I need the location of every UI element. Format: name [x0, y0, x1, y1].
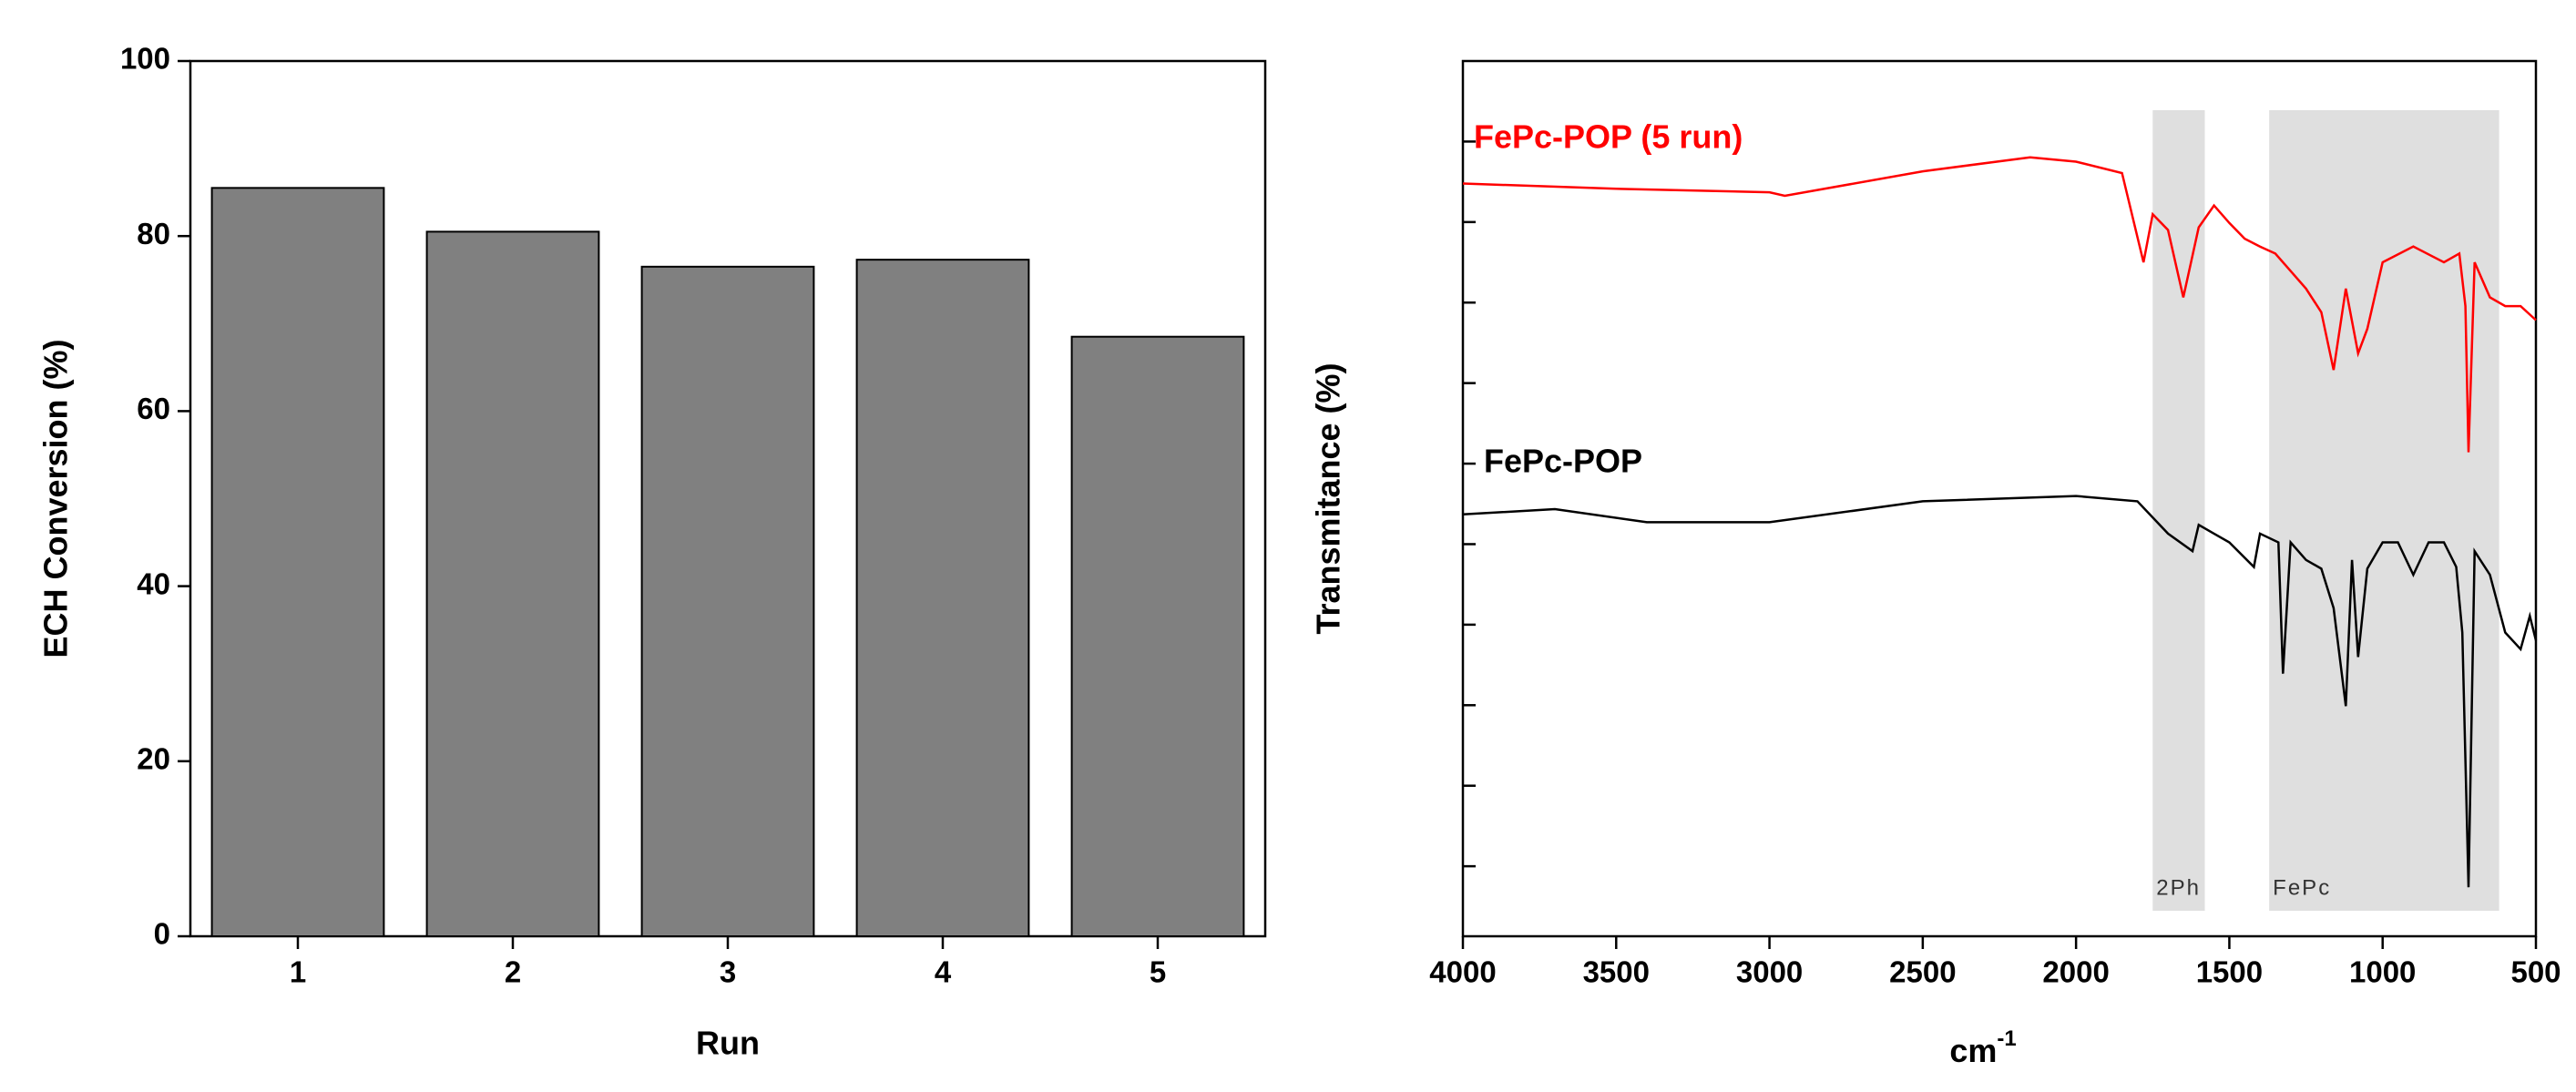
shaded-region	[2269, 110, 2499, 911]
bar	[855, 259, 1030, 938]
y-tick-label: 80	[137, 217, 170, 250]
x-tick-label: 2500	[1889, 955, 1956, 989]
x-tick-label: 3	[720, 955, 736, 989]
x-tick-label: 5	[1150, 955, 1166, 989]
bar	[210, 187, 385, 938]
x-axis-label-base: cm	[1949, 1032, 1997, 1069]
spectrum-line	[1462, 156, 2537, 453]
x-axis-label: cm-1	[1949, 1026, 2016, 1068]
bar	[1070, 335, 1245, 937]
x-tick-label: 3500	[1583, 955, 1650, 989]
x-axis-label: Run	[696, 1025, 760, 1062]
region-label: FePc	[2273, 875, 2331, 900]
x-tick-label: 500	[2510, 955, 2561, 989]
x-axis-label-sup: -1	[1997, 1026, 2016, 1051]
x-tick-label: 2	[505, 955, 521, 989]
y-axis-label: ECH Conversion (%)	[37, 339, 75, 658]
y-axis-label: Transmitance (%)	[1310, 362, 1347, 634]
x-tick-label: 1500	[2196, 955, 2263, 989]
series-label: FePc-POP	[1484, 443, 1642, 480]
series-label: FePc-POP (5 run)	[1474, 118, 1743, 156]
plot-frame	[1461, 59, 2538, 938]
y-tick-label: 40	[137, 566, 170, 600]
x-tick-label: 4	[935, 955, 952, 989]
y-tick-label: 100	[120, 42, 170, 76]
x-tick-label: 2000	[2042, 955, 2109, 989]
bar	[640, 265, 815, 937]
x-tick-label: 3000	[1736, 955, 1803, 989]
x-tick-label: 1	[290, 955, 306, 989]
bar	[425, 230, 600, 937]
y-tick-label: 0	[154, 917, 170, 951]
y-tick-label: 20	[137, 742, 170, 776]
x-tick-label: 4000	[1429, 955, 1496, 989]
x-tick-label: 1000	[2349, 955, 2416, 989]
region-label: 2Ph	[2156, 875, 2201, 900]
spectrum-line	[1462, 495, 2538, 888]
y-tick-label: 60	[137, 392, 170, 425]
